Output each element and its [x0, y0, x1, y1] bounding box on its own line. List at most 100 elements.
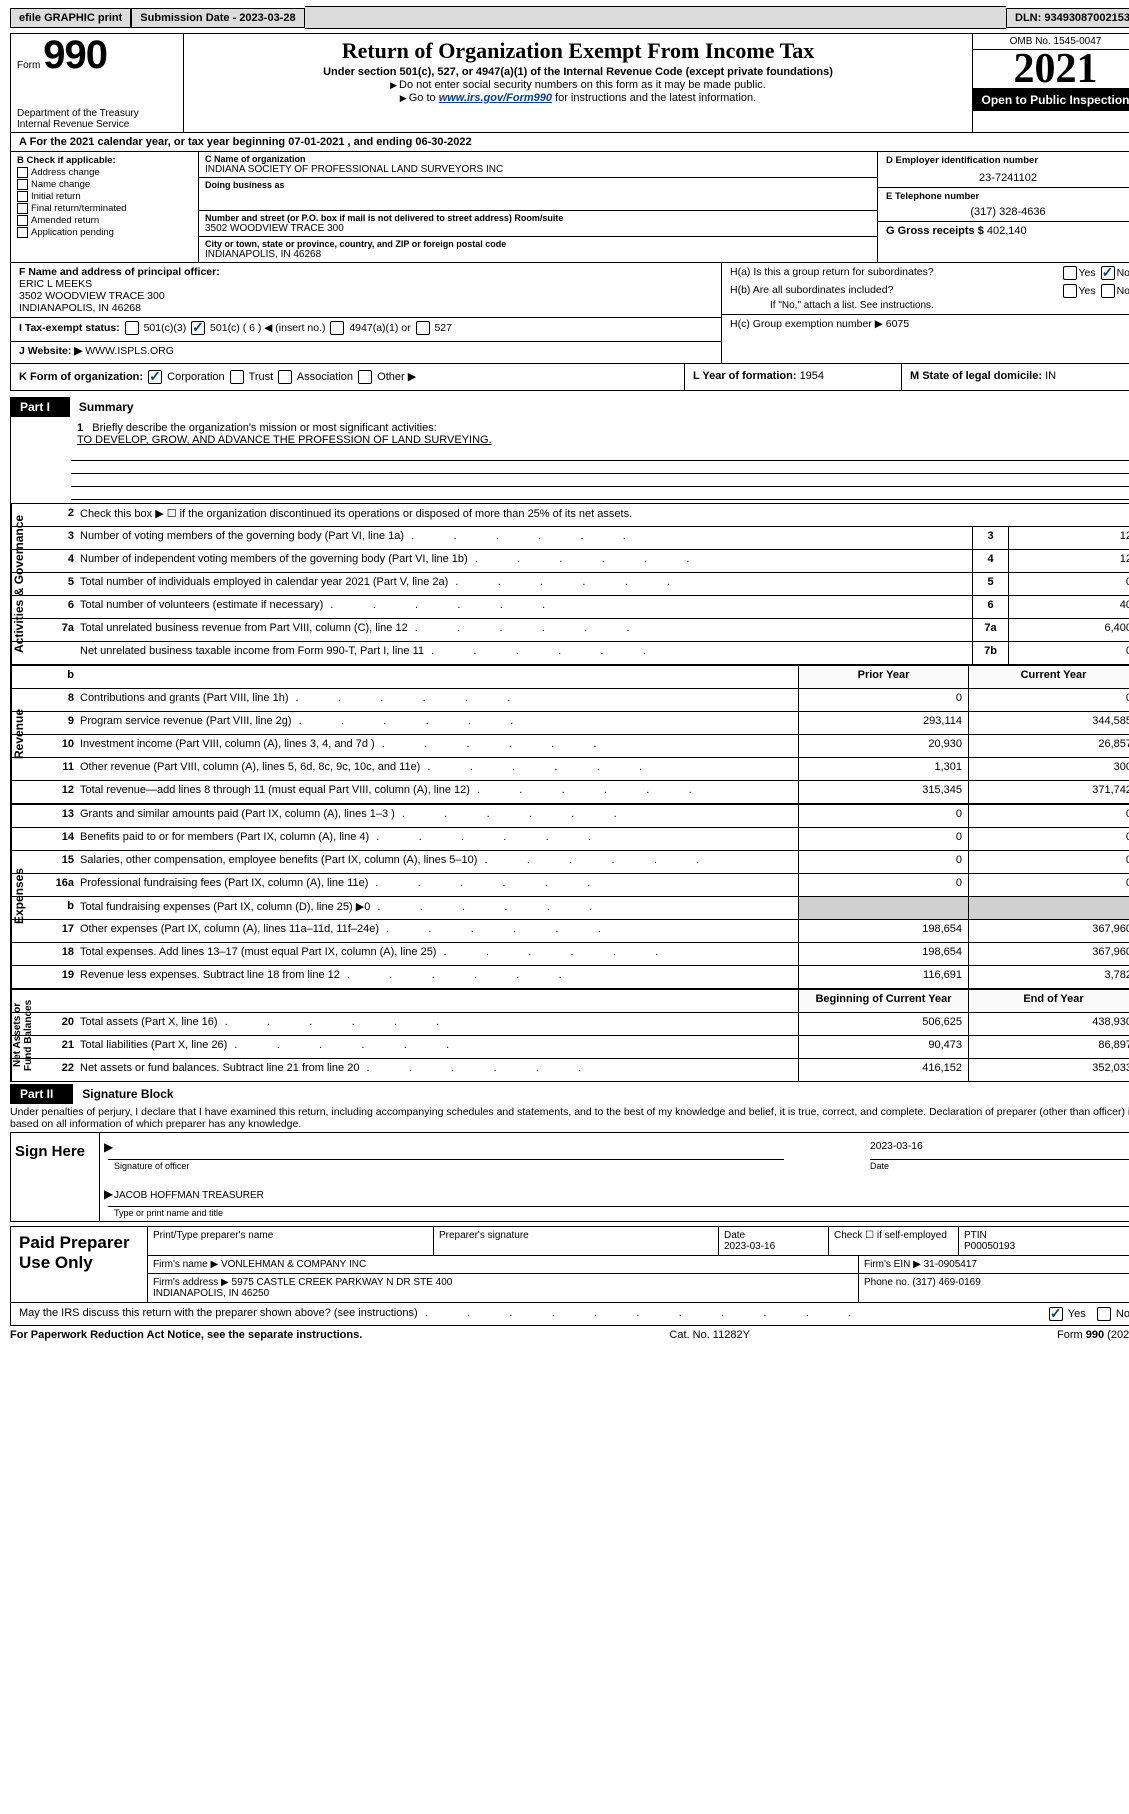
part1-title: Summary	[79, 400, 134, 414]
sidelabel-expenses: Expenses	[11, 804, 48, 988]
table-row: 11Other revenue (Part VIII, column (A), …	[11, 757, 1129, 780]
chk-trust[interactable]	[230, 370, 244, 384]
table-row: bTotal fundraising expenses (Part IX, co…	[11, 896, 1129, 919]
chk-other[interactable]	[358, 370, 372, 384]
header-beginning-year: Beginning of Current Year	[798, 990, 968, 1012]
table-row: 16aProfessional fundraising fees (Part I…	[11, 873, 1129, 896]
line1-num: 1	[77, 422, 83, 434]
chk-address-change[interactable]: Address change	[17, 167, 192, 178]
chk-501c3[interactable]	[125, 321, 139, 335]
table-row: 20Total assets (Part X, line 16)506,6254…	[11, 1012, 1129, 1035]
preparer-selfemp: Check ☐ if self-employed	[828, 1227, 958, 1256]
form-number: 990	[43, 33, 107, 77]
header-end-year: End of Year	[968, 990, 1129, 1012]
chk-hb-no[interactable]	[1101, 284, 1115, 298]
firm-address: Firm's address ▶ 5975 CASTLE CREEK PARKW…	[148, 1274, 858, 1302]
form-subtitle-1: Under section 501(c), 527, or 4947(a)(1)…	[192, 66, 964, 78]
activities-row: 6Total number of volunteers (estimate if…	[11, 595, 1129, 618]
section-briefly: 1 Briefly describe the organization's mi…	[10, 417, 1129, 504]
chk-final-return[interactable]: Final return/terminated	[17, 203, 192, 214]
officer-name: ERIC L MEEKS	[19, 278, 92, 290]
chk-corp[interactable]	[148, 370, 162, 384]
gross-receipts: 402,140	[987, 225, 1027, 237]
state-domicile: IN	[1045, 370, 1056, 382]
footer-right: Form 990 (2021)	[1057, 1329, 1129, 1341]
dept-treasury: Department of the Treasury	[17, 108, 177, 119]
topbar: efile GRAPHIC print Submission Date - 20…	[10, 6, 1129, 29]
box-d-label: D Employer identification number	[886, 155, 1129, 166]
irs-link[interactable]: www.irs.gov/Form990	[439, 92, 552, 104]
revenue-table: Revenue b Prior Year Current Year 8Contr…	[10, 665, 1129, 804]
footer-row: For Paperwork Reduction Act Notice, see …	[10, 1329, 1129, 1341]
chk-ha-no[interactable]	[1101, 266, 1115, 280]
table-row: 18Total expenses. Add lines 13–17 (must …	[11, 942, 1129, 965]
form-subtitle-3: Go to www.irs.gov/Form990 for instructio…	[192, 92, 964, 104]
org-name: INDIANA SOCIETY OF PROFESSIONAL LAND SUR…	[205, 164, 503, 175]
org-street: 3502 WOODVIEW TRACE 300	[205, 223, 344, 234]
opt-corp: Corporation	[167, 371, 224, 383]
ein-value: 23-7241102	[886, 172, 1129, 184]
chk-501c[interactable]	[191, 321, 205, 335]
chk-hb-yes[interactable]	[1063, 284, 1077, 298]
chk-527[interactable]	[416, 321, 430, 335]
header-current-year: Current Year	[968, 666, 1129, 688]
firm-ein: Firm's EIN ▶ 31-0905417	[858, 1256, 1129, 1274]
activities-table: Activities & Governance 2 Check this box…	[10, 504, 1129, 665]
chk-application-pending[interactable]: Application pending	[17, 227, 192, 238]
date-caption: Date	[870, 1161, 889, 1171]
chk-assoc[interactable]	[278, 370, 292, 384]
box-e-label: E Telephone number	[886, 191, 1129, 202]
org-city: INDIANAPOLIS, IN 46268	[205, 249, 321, 260]
officer-print-name: JACOB HOFFMAN TREASURER	[114, 1190, 264, 1201]
header-prior-year: Prior Year	[798, 666, 968, 688]
activities-row: 5Total number of individuals employed in…	[11, 572, 1129, 595]
sidelabel-revenue: Revenue	[11, 665, 48, 803]
chk-discuss-no[interactable]	[1097, 1307, 1111, 1321]
discuss-row: May the IRS discuss this return with the…	[10, 1303, 1129, 1326]
chk-name-change[interactable]: Name change	[17, 179, 192, 190]
sidelabel-balances: Net Assets or Fund Balances	[11, 989, 48, 1081]
open-to-public: Open to Public Inspection	[973, 89, 1129, 111]
officer-addr2: INDIANAPOLIS, IN 46268	[19, 302, 141, 314]
irs-line: Internal Revenue Service	[17, 119, 177, 130]
chk-amended-return[interactable]: Amended return	[17, 215, 192, 226]
table-row: 17Other expenses (Part IX, column (A), l…	[11, 919, 1129, 942]
opt-527: 527	[434, 322, 452, 334]
table-row: 15Salaries, other compensation, employee…	[11, 850, 1129, 873]
efile-print-button[interactable]: efile GRAPHIC print	[10, 8, 131, 28]
line1-label: Briefly describe the organization's miss…	[92, 422, 436, 434]
dba-label: Doing business as	[205, 180, 871, 190]
paid-preparer-block: Paid Preparer Use Only Print/Type prepar…	[10, 1226, 1129, 1303]
penalties-text: Under penalties of perjury, I declare th…	[10, 1106, 1129, 1130]
activities-row: 4Number of independent voting members of…	[11, 549, 1129, 572]
table-row: 9Program service revenue (Part VIII, lin…	[11, 711, 1129, 734]
box-hb: H(b) Are all subordinates included?	[730, 284, 893, 296]
line-k-l-m: K Form of organization: Corporation Trus…	[10, 364, 1129, 391]
preparer-sig-hdr: Preparer's signature	[433, 1227, 718, 1256]
table-row: 21Total liabilities (Part X, line 26)90,…	[11, 1035, 1129, 1058]
preparer-date-cell: Date2023-03-16	[718, 1227, 828, 1256]
opt-trust: Trust	[249, 371, 274, 383]
sign-here-label: Sign Here	[11, 1133, 100, 1221]
chk-initial-return[interactable]: Initial return	[17, 191, 192, 202]
part2-badge: Part II	[10, 1084, 73, 1104]
chk-discuss-yes[interactable]	[1049, 1307, 1063, 1321]
footer-left: For Paperwork Reduction Act Notice, see …	[10, 1329, 362, 1341]
chk-4947[interactable]	[330, 321, 344, 335]
officer-addr1: 3502 WOODVIEW TRACE 300	[19, 290, 165, 302]
line-i-label: I Tax-exempt status:	[19, 322, 120, 334]
addr-label: Number and street (or P.O. box if mail i…	[205, 213, 871, 223]
activities-row: 7aTotal unrelated business revenue from …	[11, 618, 1129, 641]
box-hb-note: If "No," attach a list. See instructions…	[730, 300, 1129, 311]
box-hc: H(c) Group exemption number ▶ 6075	[730, 318, 909, 330]
form-title: Return of Organization Exempt From Incom…	[192, 38, 964, 64]
box-b-title: B Check if applicable:	[17, 155, 116, 166]
period-line-a: A For the 2021 calendar year, or tax yea…	[10, 133, 1129, 152]
activities-row: Net unrelated business taxable income fr…	[11, 641, 1129, 664]
signature-block: Sign Here ▶ Signature of officer 2023-03…	[10, 1132, 1129, 1222]
line-k-label: K Form of organization:	[19, 371, 143, 383]
year-formation: 1954	[800, 370, 824, 382]
sig-date: 2023-03-16	[870, 1141, 923, 1152]
chk-ha-yes[interactable]	[1063, 266, 1077, 280]
discuss-text: May the IRS discuss this return with the…	[19, 1307, 418, 1319]
